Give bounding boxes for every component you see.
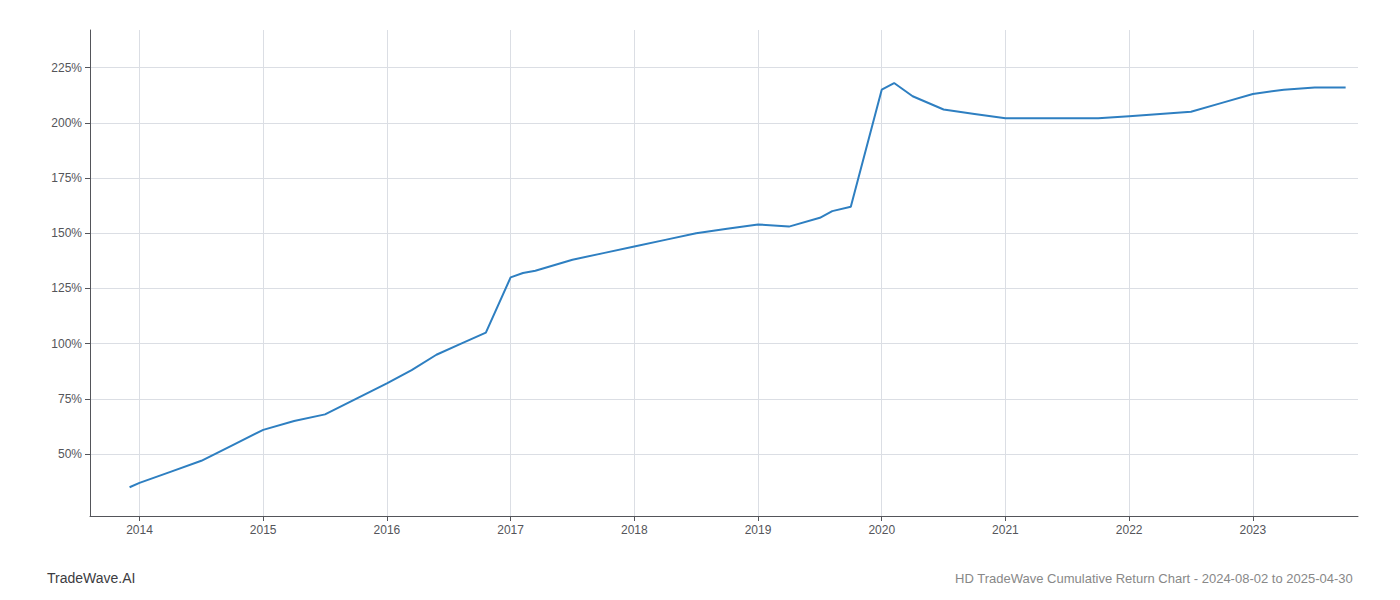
svg-text:TradeWave.AI: TradeWave.AI bbox=[47, 570, 135, 586]
svg-text:175%: 175% bbox=[51, 171, 82, 185]
svg-text:2018: 2018 bbox=[621, 523, 648, 537]
svg-text:2021: 2021 bbox=[992, 523, 1019, 537]
svg-text:HD TradeWave Cumulative Return: HD TradeWave Cumulative Return Chart - 2… bbox=[955, 571, 1353, 586]
svg-text:150%: 150% bbox=[51, 226, 82, 240]
svg-text:2023: 2023 bbox=[1239, 523, 1266, 537]
svg-text:2022: 2022 bbox=[1116, 523, 1143, 537]
svg-text:2017: 2017 bbox=[497, 523, 524, 537]
svg-text:225%: 225% bbox=[51, 61, 82, 75]
svg-text:75%: 75% bbox=[58, 392, 82, 406]
svg-text:50%: 50% bbox=[58, 447, 82, 461]
svg-text:125%: 125% bbox=[51, 281, 82, 295]
svg-text:100%: 100% bbox=[51, 337, 82, 351]
svg-text:2015: 2015 bbox=[250, 523, 277, 537]
svg-text:200%: 200% bbox=[51, 116, 82, 130]
svg-text:2020: 2020 bbox=[868, 523, 895, 537]
svg-text:2014: 2014 bbox=[126, 523, 153, 537]
svg-text:2016: 2016 bbox=[374, 523, 401, 537]
svg-text:2019: 2019 bbox=[745, 523, 772, 537]
